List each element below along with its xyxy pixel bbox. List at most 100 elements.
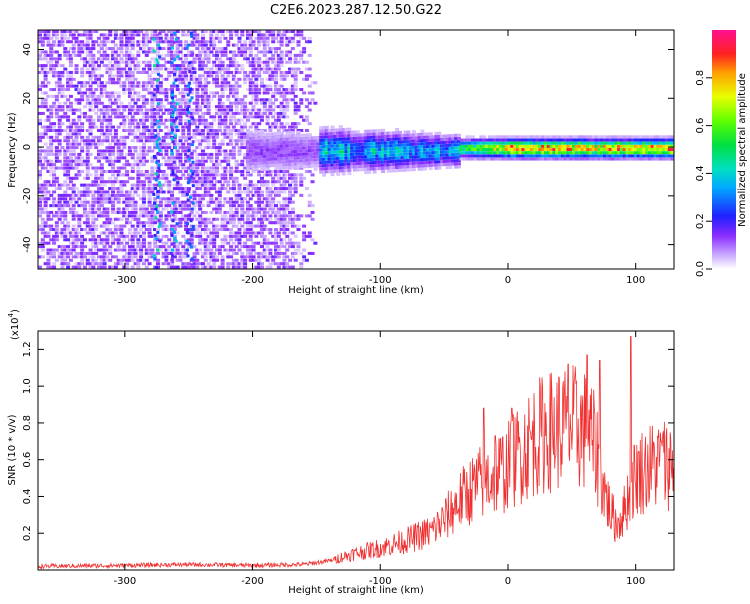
heatmap-cell [195,152,200,156]
heatmap-cell [122,163,127,167]
heatmap-cell [259,224,264,228]
heatmap-cell [319,167,324,171]
heatmap-cell [231,118,236,122]
heatmap-cell [85,81,90,85]
heatmap-cell [184,135,189,139]
heatmap-cell [234,101,239,105]
heatmap-cell [268,157,273,161]
heatmap-cell [158,81,163,85]
heatmap-cell [181,81,186,85]
heatmap-cell [94,238,99,242]
heatmap-cell [268,129,273,133]
heatmap-cell [125,221,130,225]
heatmap-cell [136,187,141,191]
heatmap-cell [108,74,113,78]
heatmap-cell [361,168,366,172]
heatmap-cell [136,169,141,173]
heatmap-cell [141,190,146,194]
heatmap-cell [217,159,222,163]
heatmap-cell [350,130,355,134]
heatmap-cell [307,214,312,218]
heatmap-cell [158,197,163,201]
heatmap-cell [186,50,191,54]
heatmap-cell [248,183,253,187]
heatmap-cell [352,133,357,137]
heatmap-cell [381,138,386,142]
heatmap-cell [153,146,158,150]
heatmap-cell [57,118,62,122]
heatmap-cell [330,166,335,170]
heatmap-cell [268,151,273,155]
heatmap-cell [274,77,279,81]
heatmap-cell [181,262,186,266]
heatmap-cell [257,67,262,71]
heatmap-cell [155,84,159,88]
heatmap-cell [198,234,203,238]
heatmap-cell [215,64,220,68]
heatmap-cell [43,166,48,170]
heatmap-cell [203,84,208,88]
heatmap-cell [271,221,276,225]
heatmap-cell [97,248,102,252]
heatmap-cell [319,148,324,152]
heatmap-cell [229,156,234,160]
heatmap-cell [144,251,149,255]
heatmap-cell [108,122,113,126]
heatmap-cell [285,265,290,269]
heatmap-cell [97,43,102,47]
heatmap-cell [217,251,222,255]
heatmap-cell [66,84,71,88]
heatmap-cell [175,84,179,88]
heatmap-cell [257,193,262,197]
heatmap-cell [119,47,124,51]
heatmap-cell [147,255,152,259]
heatmap-cell [246,168,251,172]
heatmap-cell [263,167,268,171]
heatmap-cell [265,151,270,155]
heatmap-cell [158,105,163,109]
heatmap-cell [324,129,329,133]
heatmap-cell [105,111,110,115]
heatmap-cell [265,139,270,143]
heatmap-cell [88,224,93,228]
heatmap-cell [265,67,270,71]
heatmap-cell [198,67,203,71]
heatmap-cell [189,238,194,242]
heatmap-cell [361,142,366,146]
heatmap-cell [307,161,312,165]
heatmap-cell [122,207,127,211]
heatmap-cell [285,101,290,105]
heatmap-cell [122,238,127,242]
heatmap-cell [130,53,135,57]
heatmap-cell [178,139,183,143]
heatmap-cell [259,111,264,115]
heatmap-cell [150,159,155,163]
heatmap-cell [209,169,214,173]
heatmap-cell [237,238,242,242]
heatmap-cell [200,40,205,44]
heatmap-cell [189,43,194,47]
heatmap-cell [192,176,197,180]
heatmap-cell [80,169,85,173]
heatmap-cell [94,248,99,252]
heatmap-cell [282,238,287,242]
heatmap-cell [158,55,162,59]
heatmap-cell [248,143,253,147]
heatmap-cell [265,167,270,171]
heatmap-cell [341,159,346,163]
heatmap-cell [158,217,163,221]
heatmap-cell [195,101,200,105]
heatmap-cell [277,151,282,155]
heatmap-cell [192,77,197,81]
heatmap-cell [170,151,174,155]
heatmap-cell [209,33,214,37]
heatmap-cell [378,163,383,167]
heatmap-cell [344,131,349,135]
heatmap-cell [40,245,45,249]
heatmap-cell [99,84,104,88]
heatmap-cell [237,70,242,74]
heatmap-cell [38,197,42,201]
heatmap-cell [260,133,265,137]
heatmap-cell [338,150,343,154]
heatmap-cell [68,248,73,252]
